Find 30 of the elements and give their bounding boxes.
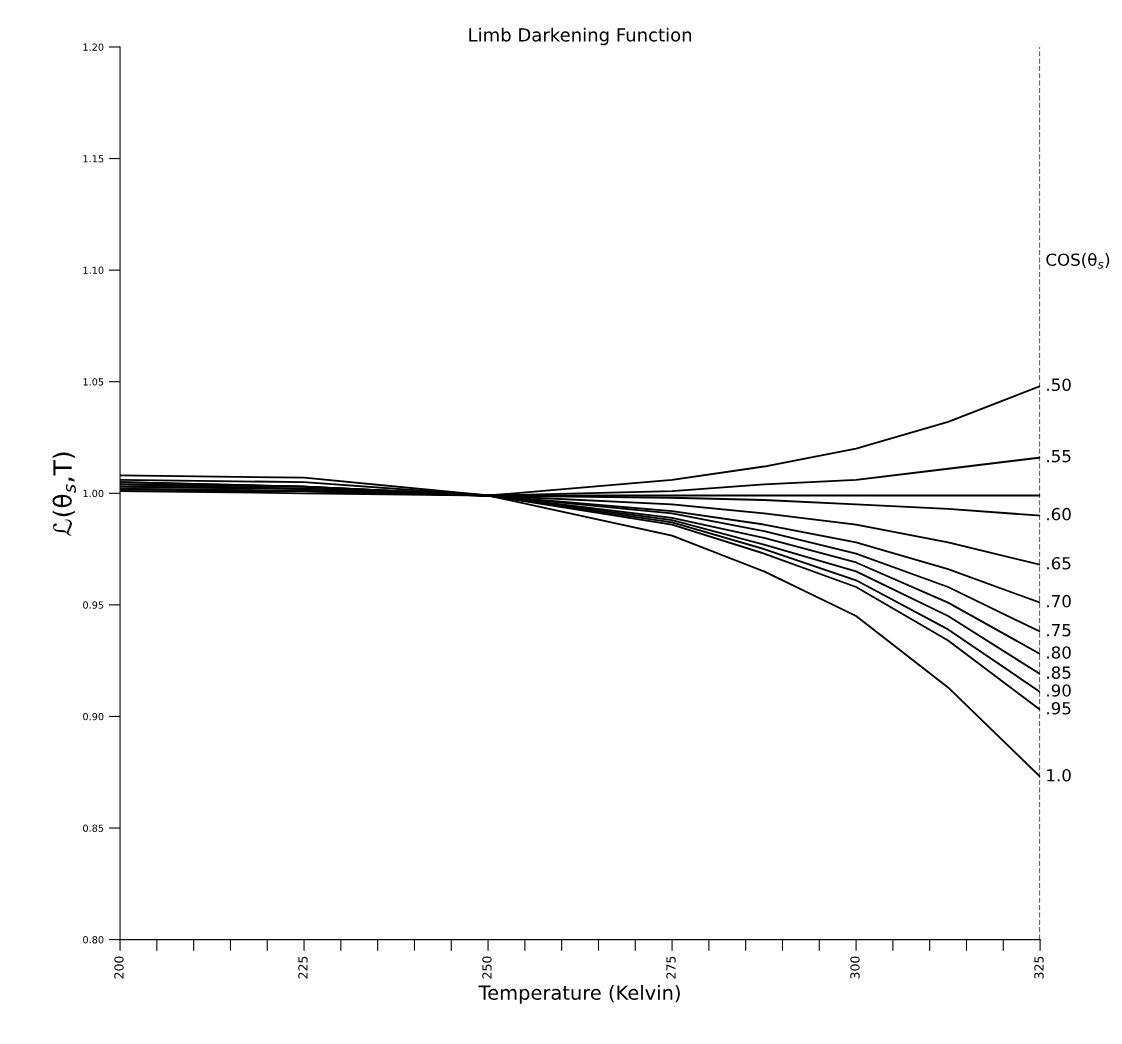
series-label: .70 xyxy=(1047,594,1071,608)
series-label: .50 xyxy=(1047,378,1071,392)
series-label: .80 xyxy=(1047,646,1071,659)
chart-title: Limb Darkening Function xyxy=(469,27,692,46)
y-tick-label: 0.80 xyxy=(83,936,104,944)
x-tick-label: 325 xyxy=(1034,956,1044,979)
series-label: .65 xyxy=(1047,556,1071,570)
legend-title: COS(θ$_{s}$) xyxy=(1046,252,1110,269)
y-tick-label: 0.90 xyxy=(83,712,104,721)
y-tick-label: 1.10 xyxy=(83,266,104,274)
x-tick-label: 250 xyxy=(482,956,492,979)
series-label: .55 xyxy=(1047,450,1071,463)
series-label: .60 xyxy=(1047,507,1071,521)
y-tick-label: 0.85 xyxy=(83,824,104,832)
y-tick-label: 1.15 xyxy=(83,155,104,163)
series-label: 1.0 xyxy=(1047,768,1071,782)
x-tick-label: 300 xyxy=(850,956,860,979)
y-tick-label: 0.95 xyxy=(83,601,104,609)
x-tick-label: 225 xyxy=(298,956,308,979)
series-label: .75 xyxy=(1047,624,1071,637)
series-label: .85 xyxy=(1047,666,1071,679)
y-tick-label: 1.20 xyxy=(83,43,104,51)
y-tick-label: 1.05 xyxy=(83,378,104,386)
x-tick-label: 275 xyxy=(666,956,676,979)
y-tick-label: 1.00 xyxy=(83,489,104,498)
x-axis-title: Temperature (Kelvin) xyxy=(478,984,680,1004)
y-axis-title: ℒ(θ$_{s}$,T) xyxy=(52,452,76,536)
x-tick-label: 200 xyxy=(114,956,124,979)
series-label: .90 xyxy=(1047,684,1071,697)
series-label: .95 xyxy=(1047,701,1071,715)
